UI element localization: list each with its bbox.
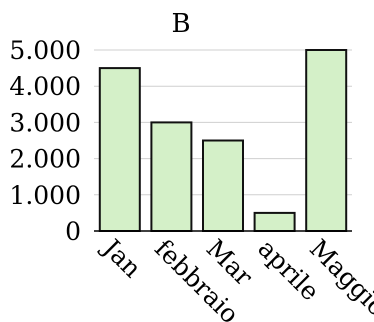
y-tick-label: 3.000 (9, 108, 81, 137)
bar-mar (202, 139, 244, 232)
y-tick-label: 1.000 (9, 181, 81, 210)
y-axis-ticks: 0 1.000 2.000 3.000 4.000 5.000 (9, 36, 81, 246)
bar-maggio (305, 49, 348, 232)
bar-febbraio (150, 121, 193, 232)
bar-aprile (253, 211, 296, 232)
y-tick-label: 5.000 (9, 36, 81, 65)
x-tick-label: Jan (95, 232, 147, 284)
y-tick-label: 2.000 (9, 145, 81, 174)
bars (98, 49, 348, 232)
chart-title: B (171, 9, 190, 39)
bar-jan (98, 67, 141, 232)
y-tick-label: 4.000 (9, 72, 81, 101)
y-tick-label: 0 (65, 217, 81, 246)
